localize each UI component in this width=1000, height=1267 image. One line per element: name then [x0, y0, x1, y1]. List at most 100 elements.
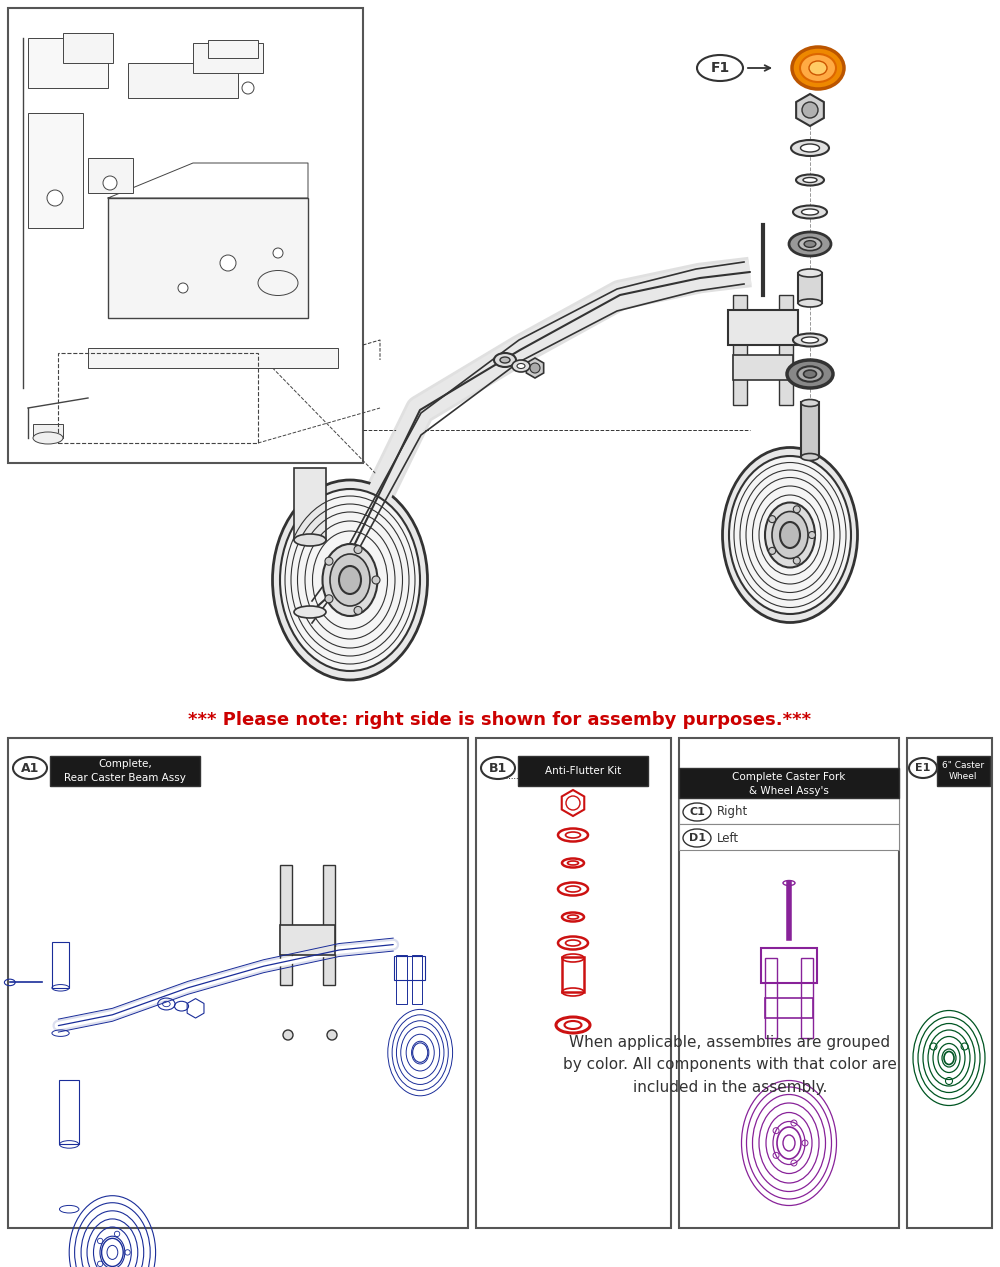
Ellipse shape — [800, 144, 820, 152]
Bar — [733, 295, 747, 405]
Ellipse shape — [803, 177, 817, 182]
Ellipse shape — [500, 357, 510, 364]
Bar — [679, 768, 899, 798]
Text: Left: Left — [717, 831, 739, 845]
Ellipse shape — [804, 241, 816, 247]
Ellipse shape — [517, 364, 525, 369]
Bar — [765, 998, 813, 1017]
Circle shape — [769, 516, 776, 522]
Bar — [801, 402, 819, 457]
Bar — [765, 958, 777, 1038]
Bar — [193, 43, 263, 73]
Bar — [280, 925, 335, 955]
Bar — [294, 468, 326, 540]
Bar — [323, 865, 335, 984]
Bar — [108, 198, 308, 318]
Circle shape — [47, 190, 63, 207]
Ellipse shape — [512, 360, 530, 372]
Ellipse shape — [798, 269, 822, 277]
Text: E1: E1 — [915, 763, 931, 773]
Ellipse shape — [791, 139, 829, 156]
Bar — [8, 8, 363, 462]
Bar — [208, 41, 258, 58]
Ellipse shape — [683, 829, 711, 848]
Bar — [679, 798, 899, 824]
Ellipse shape — [280, 489, 420, 672]
Bar — [801, 958, 813, 1038]
Bar — [761, 948, 817, 983]
Ellipse shape — [801, 399, 819, 407]
Bar — [798, 272, 822, 303]
Text: F1: F1 — [710, 61, 730, 75]
Bar — [907, 737, 992, 1228]
Circle shape — [325, 594, 333, 603]
Ellipse shape — [909, 758, 937, 778]
Ellipse shape — [772, 512, 808, 559]
Ellipse shape — [272, 480, 428, 680]
Bar — [679, 824, 899, 850]
Bar — [728, 310, 798, 345]
Bar — [59, 1079, 79, 1144]
Bar — [396, 955, 407, 1003]
Ellipse shape — [765, 503, 815, 568]
Bar — [779, 295, 793, 405]
Circle shape — [354, 546, 362, 554]
Circle shape — [327, 1030, 337, 1040]
Bar — [28, 113, 83, 228]
Ellipse shape — [339, 566, 361, 594]
Text: Anti-Flutter Kit: Anti-Flutter Kit — [545, 767, 621, 775]
Ellipse shape — [787, 360, 833, 388]
Ellipse shape — [33, 432, 63, 443]
Ellipse shape — [801, 454, 819, 460]
Ellipse shape — [802, 209, 818, 215]
Circle shape — [242, 82, 254, 94]
Bar — [88, 348, 338, 367]
Circle shape — [103, 176, 117, 190]
Text: B1: B1 — [489, 761, 507, 774]
Bar — [937, 756, 990, 786]
Ellipse shape — [780, 522, 800, 549]
Ellipse shape — [789, 232, 831, 256]
Bar — [412, 955, 422, 1003]
Text: 6" Caster
Wheel: 6" Caster Wheel — [942, 761, 984, 780]
Circle shape — [802, 103, 818, 118]
Text: C1: C1 — [689, 807, 705, 817]
Ellipse shape — [729, 456, 851, 614]
Ellipse shape — [481, 756, 515, 779]
Ellipse shape — [322, 544, 378, 616]
Bar — [679, 737, 899, 1228]
Ellipse shape — [793, 333, 827, 346]
Text: D1: D1 — [688, 832, 706, 843]
Ellipse shape — [494, 353, 516, 367]
Ellipse shape — [798, 237, 822, 251]
Bar — [562, 957, 584, 992]
Circle shape — [220, 255, 236, 271]
Ellipse shape — [330, 554, 370, 606]
Circle shape — [354, 607, 362, 614]
Circle shape — [530, 364, 540, 372]
Text: When applicable, assemblies are grouped
by color. All components with that color: When applicable, assemblies are grouped … — [563, 1035, 897, 1095]
Bar — [394, 957, 425, 981]
Ellipse shape — [294, 533, 326, 546]
Ellipse shape — [792, 47, 844, 89]
Circle shape — [325, 557, 333, 565]
Bar — [50, 756, 200, 786]
Bar — [8, 737, 468, 1228]
Text: A1: A1 — [21, 761, 39, 774]
Ellipse shape — [802, 337, 818, 343]
Ellipse shape — [804, 370, 816, 378]
Bar — [88, 158, 133, 193]
Bar — [33, 424, 63, 438]
Bar — [733, 355, 793, 380]
Ellipse shape — [697, 54, 743, 81]
Ellipse shape — [722, 447, 858, 622]
Text: Complete Caster Fork
& Wheel Assy's: Complete Caster Fork & Wheel Assy's — [732, 773, 846, 796]
Bar — [63, 33, 113, 63]
Ellipse shape — [683, 803, 711, 821]
Circle shape — [793, 557, 800, 564]
Circle shape — [793, 506, 800, 513]
Text: Complete,
Rear Caster Beam Assy: Complete, Rear Caster Beam Assy — [64, 759, 186, 783]
Ellipse shape — [800, 54, 836, 82]
Circle shape — [178, 283, 188, 293]
Bar — [280, 865, 292, 984]
